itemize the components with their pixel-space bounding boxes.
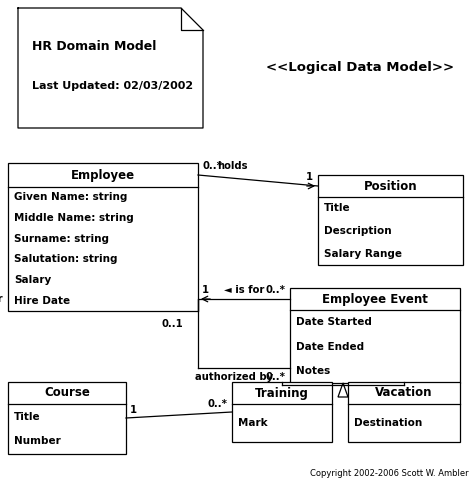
Text: 0..*: 0..*	[203, 161, 223, 171]
Text: Position: Position	[364, 180, 417, 193]
Text: Date Started: Date Started	[296, 317, 372, 327]
Text: Copyright 2002-2006 Scott W. Ambler: Copyright 2002-2006 Scott W. Ambler	[310, 469, 469, 478]
Text: 1: 1	[306, 172, 313, 182]
Text: Salutation: string: Salutation: string	[14, 254, 118, 264]
Text: Training: Training	[255, 387, 309, 399]
Text: HR Domain Model: HR Domain Model	[32, 40, 156, 52]
Text: 0..*: 0..*	[266, 372, 286, 382]
Bar	[348, 382, 460, 442]
Bar	[8, 163, 198, 311]
Text: Title: Title	[14, 411, 41, 422]
Text: 0..*: 0..*	[208, 399, 228, 409]
Bar	[8, 382, 126, 454]
Text: Destination: Destination	[354, 418, 422, 428]
Text: Course: Course	[44, 387, 90, 399]
Text: Title: Title	[324, 203, 351, 213]
Text: Given Name: string: Given Name: string	[14, 192, 128, 202]
Text: Notes: Notes	[296, 366, 330, 376]
Text: authorizer: authorizer	[0, 294, 3, 304]
Text: ◄ is for: ◄ is for	[224, 285, 264, 295]
Bar	[290, 288, 460, 383]
Text: Employee: Employee	[71, 168, 135, 182]
Text: 0..*: 0..*	[266, 285, 286, 295]
Text: authorized by: authorized by	[195, 372, 273, 382]
Text: 1: 1	[202, 285, 209, 295]
Polygon shape	[18, 8, 203, 128]
Text: 0..1: 0..1	[161, 319, 183, 329]
Text: Salary Range: Salary Range	[324, 249, 402, 258]
Text: Vacation: Vacation	[375, 387, 433, 399]
Text: Description: Description	[324, 226, 392, 236]
Text: Number: Number	[14, 437, 61, 447]
Bar	[232, 382, 332, 442]
Text: Employee Event: Employee Event	[322, 292, 428, 305]
Text: Mark: Mark	[238, 418, 268, 428]
Bar	[318, 175, 463, 265]
Text: Hire Date: Hire Date	[14, 296, 70, 306]
Text: holds: holds	[218, 161, 248, 171]
Text: Last Updated: 02/03/2002: Last Updated: 02/03/2002	[32, 81, 193, 91]
Text: <<Logical Data Model>>: <<Logical Data Model>>	[266, 61, 454, 75]
Text: 1: 1	[130, 405, 137, 415]
Text: Date Ended: Date Ended	[296, 342, 364, 351]
Text: Surname: string: Surname: string	[14, 234, 109, 243]
Text: Salary: Salary	[14, 275, 51, 285]
Text: Middle Name: string: Middle Name: string	[14, 213, 134, 223]
